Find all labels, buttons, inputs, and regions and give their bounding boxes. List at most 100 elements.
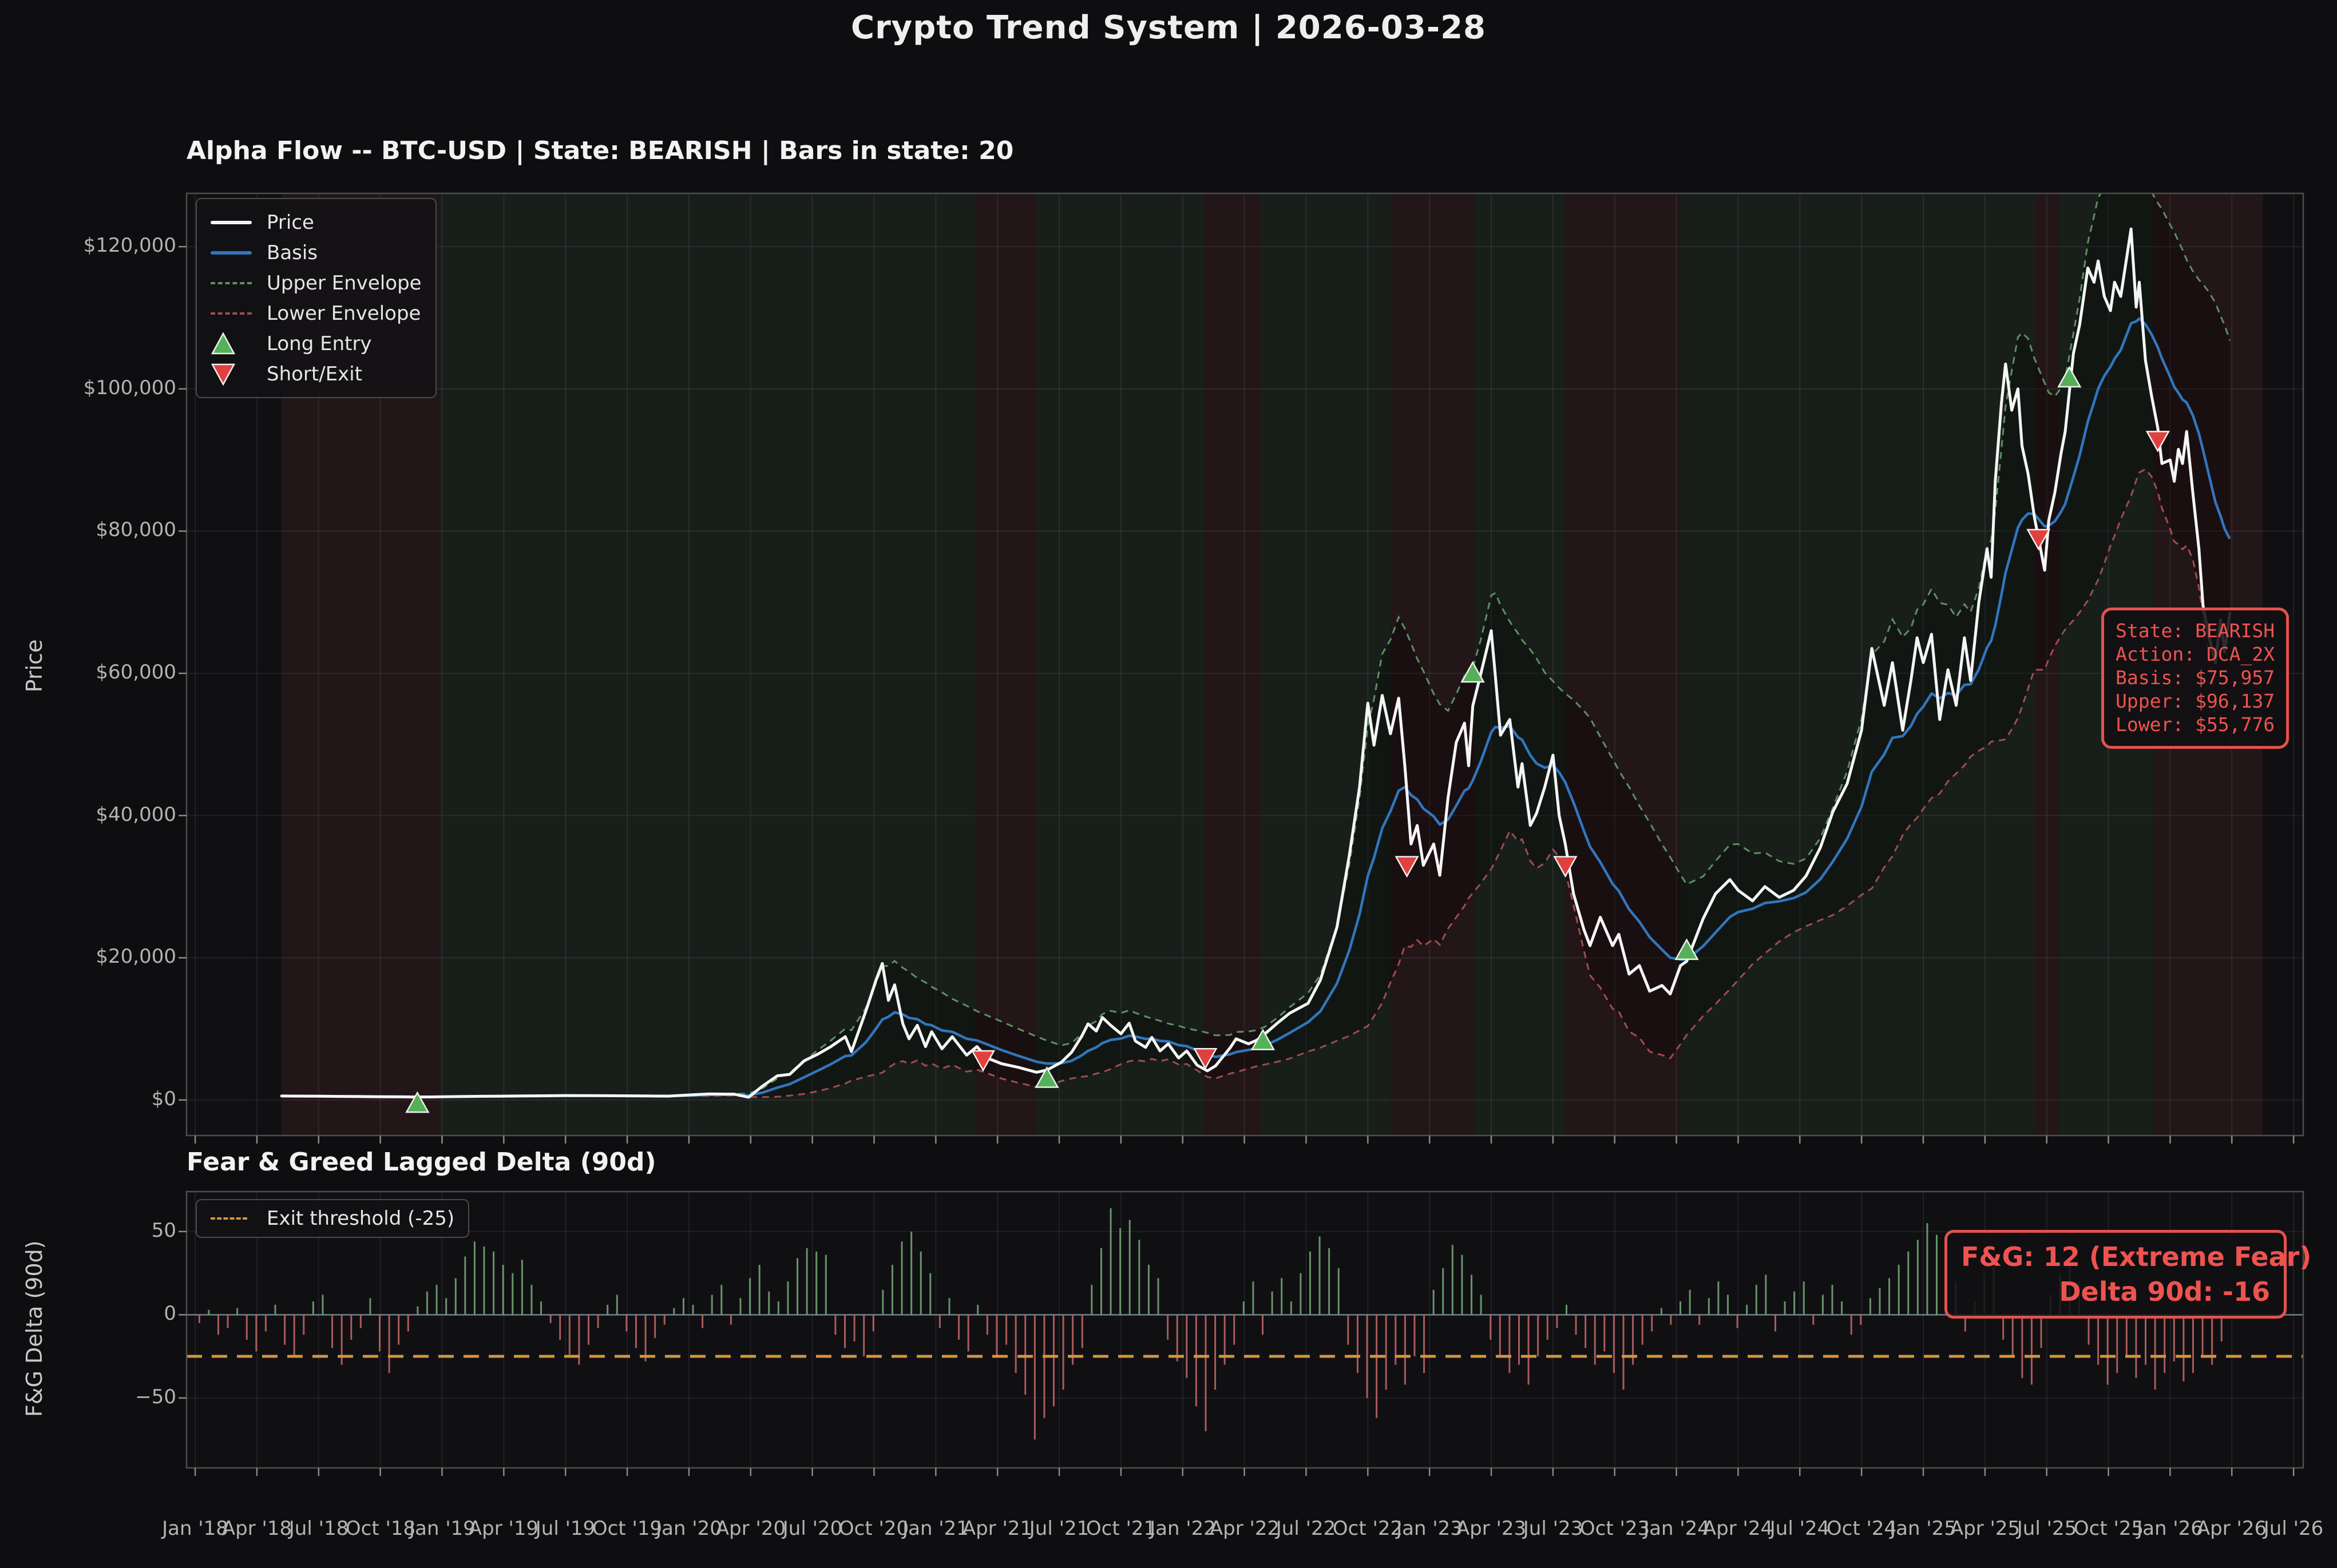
lower-line-value: Lower: $55,776 [2116, 713, 2275, 736]
x-tick-label: Oct '19 [592, 1517, 663, 1540]
x-tick-label: Jan '21 [902, 1517, 969, 1540]
short-exit-marker [1553, 856, 1578, 878]
short-exit-marker [971, 1050, 996, 1072]
lower-chart-legend: Exit threshold (-25) [196, 1199, 470, 1238]
delta-value-line: Delta 90d: -16 [2059, 1276, 2270, 1307]
legend-item-exit-threshold: Exit threshold (-25) [211, 1205, 454, 1232]
y-tick-label: −50 [135, 1386, 176, 1408]
legend-item-long-entry: Long Entry [211, 328, 422, 359]
main-chart-ylabel: Price [22, 639, 47, 693]
state-annotation-box: State: BEARISH Action: DCA_2X Basis: $75… [2101, 608, 2290, 749]
x-tick-label: Jan '25 [1890, 1517, 1956, 1540]
page-title: Crypto Trend System | 2026-03-28 [850, 9, 1487, 46]
x-tick-label: Apr '20 [715, 1517, 786, 1540]
regime-band-bullish [1680, 193, 2035, 1136]
x-tick-label: Jul '20 [782, 1517, 843, 1540]
x-tick-label: Jul '22 [1276, 1517, 1336, 1540]
lower-chart-title: Fear & Greed Lagged Delta (90d) [187, 1148, 656, 1177]
legend-item-lower-envelope: Lower Envelope [211, 298, 422, 328]
state-line: State: BEARISH [2116, 620, 2275, 642]
price-chart-canvas [179, 192, 2304, 1144]
regime-band-bullish [1475, 193, 1566, 1136]
basis-line-swatch [211, 251, 252, 255]
upper-envelope-swatch [211, 281, 252, 284]
x-tick-label: Oct '18 [345, 1517, 416, 1540]
lower-envelope-swatch [211, 312, 252, 315]
x-tick-label: Jul '26 [2263, 1517, 2324, 1540]
x-tick-label: Apr '25 [1950, 1517, 2021, 1540]
long-entry-marker [1035, 1066, 1059, 1088]
x-tick-label: Jan '22 [1150, 1517, 1216, 1540]
fng-annotation-box: F&G: 12 (Extreme Fear) Delta 90d: -16 [1944, 1230, 2312, 1319]
short-exit-marker [2026, 529, 2051, 551]
y-tick-label: $0 [151, 1087, 176, 1110]
x-tick-label: Jan '24 [1643, 1517, 1710, 1540]
x-tick-label: Jul '21 [1029, 1517, 1090, 1540]
upper-line-value: Upper: $96,137 [2116, 689, 2275, 712]
x-tick-label: Apr '19 [468, 1517, 539, 1540]
long-entry-marker [1460, 661, 1485, 683]
y-tick-label: 50 [151, 1219, 176, 1242]
envelope-fill [282, 193, 2230, 1098]
x-tick-label: Oct '24 [1826, 1517, 1897, 1540]
x-tick-label: Jan '23 [1396, 1517, 1463, 1540]
action-line: Action: DCA_2X [2116, 642, 2275, 665]
x-tick-label: Apr '24 [1702, 1517, 1773, 1540]
short-exit-marker [1193, 1048, 1218, 1070]
lower-chart-ylabel: F&G Delta (90d) [22, 1240, 47, 1417]
x-tick-label: Apr '26 [2196, 1517, 2267, 1540]
x-tick-label: Jul '23 [1523, 1517, 1583, 1540]
x-tick-label: Jul '18 [288, 1517, 349, 1540]
long-entry-marker [1674, 938, 1699, 960]
regime-band-bearish [1565, 193, 1681, 1136]
x-tick-label: Jan '18 [162, 1517, 228, 1540]
lower-envelope-line [282, 468, 2231, 1098]
main-chart-title: Alpha Flow -- BTC-USD | State: BEARISH |… [187, 136, 1014, 165]
x-tick-label: Jul '24 [1769, 1517, 1830, 1540]
legend-item-price: Price [211, 207, 422, 237]
price-line-swatch [211, 220, 252, 224]
x-tick-label: Jan '19 [409, 1517, 476, 1540]
x-tick-label: Oct '21 [1086, 1517, 1156, 1540]
regime-band-bearish [975, 193, 1037, 1136]
x-tick-label: Oct '23 [1579, 1517, 1650, 1540]
y-tick-label: $40,000 [96, 803, 176, 826]
long-entry-marker [405, 1091, 430, 1113]
x-tick-label: Jul '25 [2017, 1517, 2077, 1540]
x-tick-label: Oct '22 [1332, 1517, 1403, 1540]
x-tick-label: Apr '23 [1456, 1517, 1527, 1540]
x-tick-label: Jan '26 [2137, 1517, 2203, 1540]
regime-band-bearish [1203, 193, 1261, 1136]
long-entry-marker [2057, 366, 2082, 388]
y-tick-label: $120,000 [83, 234, 176, 257]
x-tick-label: Oct '25 [2073, 1517, 2144, 1540]
legend-item-basis: Basis [211, 237, 422, 268]
x-tick-label: Apr '18 [221, 1517, 292, 1540]
exit-threshold-swatch [211, 1217, 252, 1220]
long-entry-marker [1250, 1029, 1276, 1050]
y-tick-label: 0 [164, 1302, 176, 1325]
short-exit-marker [1395, 856, 1419, 878]
x-tick-label: Apr '21 [962, 1517, 1033, 1540]
plot-background [187, 193, 2303, 1136]
price-line [280, 227, 2232, 1099]
main-chart-legend: Price Basis Upper Envelope Lower Envelop… [196, 198, 437, 398]
short-exit-marker [2145, 431, 2170, 452]
x-tick-label: Jul '19 [535, 1517, 596, 1540]
regime-band-bearish [1390, 193, 1475, 1136]
legend-item-short-exit: Short/Exit [211, 359, 422, 389]
regime-band-bullish [1261, 193, 1391, 1136]
series-group [280, 193, 2232, 1099]
x-tick-label: Jan '20 [656, 1517, 722, 1540]
x-tick-label: Oct '20 [838, 1517, 909, 1540]
basis-line-value: Basis: $75,957 [2116, 666, 2275, 689]
basis-line [282, 317, 2231, 1098]
fng-chart-canvas [179, 1190, 2304, 1476]
legend-item-upper-envelope: Upper Envelope [211, 268, 422, 298]
y-tick-label: $60,000 [96, 661, 176, 684]
fng-value-line: F&G: 12 (Extreme Fear) [1961, 1241, 2312, 1272]
y-tick-label: $80,000 [96, 518, 176, 541]
x-tick-label: Apr '22 [1209, 1517, 1280, 1540]
y-tick-label: $100,000 [83, 376, 176, 399]
